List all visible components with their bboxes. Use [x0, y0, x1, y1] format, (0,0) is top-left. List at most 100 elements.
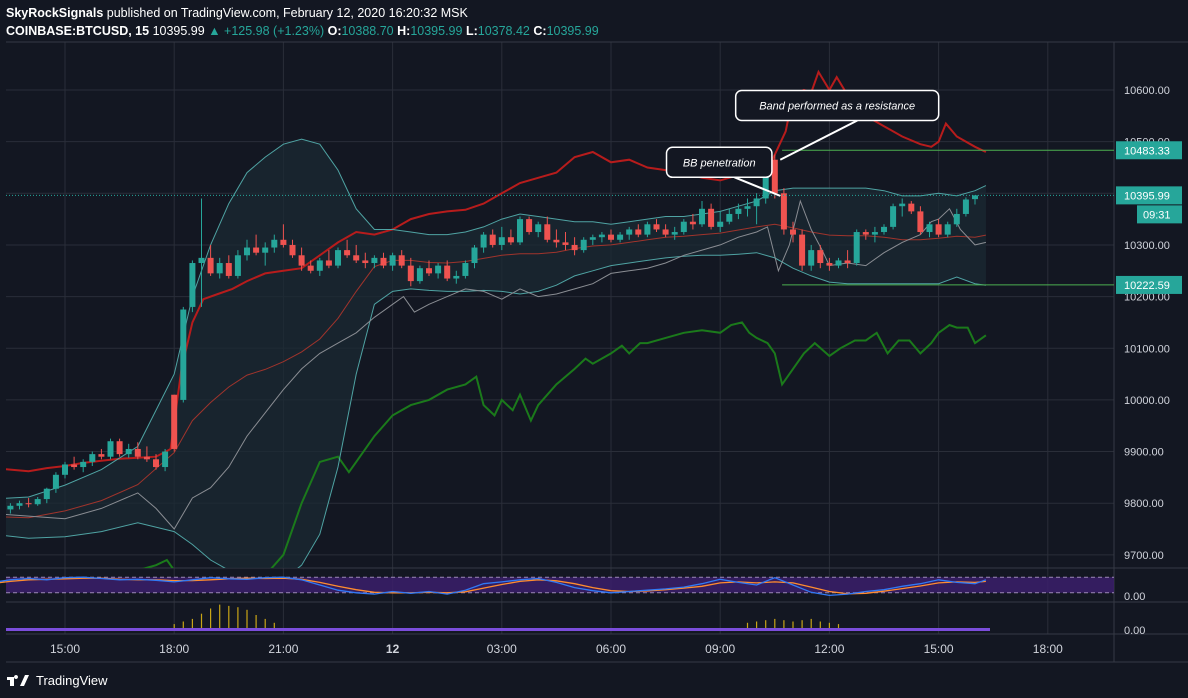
candle-up	[881, 224, 887, 235]
candle-body	[480, 234, 487, 248]
candle-down	[662, 224, 669, 238]
candle-down	[325, 250, 332, 269]
candle-up	[16, 500, 23, 510]
candle-body	[717, 221, 724, 227]
candle-down	[407, 257, 414, 287]
candle-body	[262, 247, 269, 253]
y-tick-label: 10200.00	[1124, 292, 1170, 304]
price-marker-label: 10395.99	[1124, 190, 1170, 202]
candle-body	[635, 229, 642, 235]
countdown-label: 09:31	[1143, 209, 1171, 221]
candle-down	[790, 221, 796, 243]
high-label: H:	[397, 24, 411, 38]
candle-body	[598, 234, 605, 238]
symbol-label[interactable]: COINBASE:BTCUSD, 15	[6, 24, 150, 38]
candle-body	[162, 451, 169, 468]
y-tick-label: 10100.00	[1124, 343, 1170, 355]
candle-up	[580, 237, 587, 253]
candle-body	[689, 221, 696, 225]
candle-body	[362, 260, 369, 264]
volume-baseline	[6, 628, 990, 631]
candle-body	[617, 234, 624, 240]
candle-down	[708, 203, 715, 230]
candle-body	[0, 509, 4, 519]
candle-down	[289, 239, 296, 258]
tradingview-footer[interactable]: TradingView	[6, 670, 108, 690]
candle-body	[471, 247, 478, 264]
candle-up	[617, 232, 624, 243]
y-tick-label: 9700.00	[1124, 550, 1164, 562]
candle-down	[207, 244, 214, 276]
candle-body	[207, 257, 214, 274]
candle-body	[216, 263, 223, 274]
plot-area	[0, 69, 987, 568]
candle-body	[344, 250, 351, 256]
candle-body	[325, 260, 332, 266]
candle-body	[25, 503, 32, 505]
candle-down	[116, 438, 123, 457]
candle-body	[507, 237, 514, 243]
candle-body	[753, 198, 760, 207]
price-marker-box	[1116, 186, 1182, 205]
footer-brand: TradingView	[36, 672, 108, 688]
candle-body	[544, 224, 551, 240]
candle-down	[143, 446, 150, 462]
candle-up	[744, 198, 751, 217]
candle-body	[316, 260, 323, 271]
candle-body	[744, 206, 751, 209]
candle-body	[198, 257, 205, 264]
series-line-lower-envelope	[142, 321, 987, 568]
candle-down	[71, 456, 78, 470]
candle-down	[826, 257, 833, 271]
close-label: C:	[533, 24, 547, 38]
candle-body	[189, 263, 196, 307]
candle-body	[335, 250, 341, 266]
candle-body	[835, 260, 842, 266]
volume-axis-label: 0.00	[1124, 625, 1145, 637]
candle-up	[835, 257, 842, 269]
candle-down	[171, 394, 178, 452]
candle-body	[881, 226, 887, 233]
candle-up	[699, 201, 705, 227]
candle-down	[935, 219, 942, 238]
annotation-callout: BB penetration	[665, 146, 781, 197]
candle-up	[262, 242, 269, 266]
candle-body	[444, 265, 451, 279]
candle-down	[398, 250, 405, 269]
candle-down	[507, 229, 514, 245]
candle-up	[234, 250, 241, 279]
candle-body	[890, 206, 897, 227]
candle-body	[407, 265, 414, 282]
candle-body	[7, 505, 14, 510]
candle-up	[899, 198, 906, 217]
candle-body	[371, 257, 378, 264]
candle-up	[162, 448, 169, 472]
candle-body	[708, 208, 715, 227]
candle-up	[189, 260, 196, 313]
candle-up	[535, 221, 542, 238]
candle-body	[34, 499, 41, 505]
author-name[interactable]: SkyRockSignals	[6, 6, 104, 20]
countdown-box	[1137, 205, 1182, 224]
close-value: 10395.99	[546, 24, 599, 38]
candle-up	[726, 208, 733, 225]
annotation-pointer	[779, 119, 858, 161]
candle-body	[808, 250, 815, 266]
candle-up	[180, 306, 187, 403]
candle-body	[671, 232, 678, 235]
candle-down	[426, 260, 432, 276]
candle-body	[234, 255, 241, 276]
candle-body	[462, 263, 469, 276]
series-line-gray-line	[6, 199, 987, 530]
candle-up	[244, 239, 250, 261]
candle-body	[735, 208, 742, 214]
candle-body	[953, 213, 960, 225]
candle-body	[844, 260, 851, 264]
candle-up	[926, 221, 933, 238]
candle-body	[298, 255, 305, 266]
annotation-text: BB penetration	[683, 157, 756, 169]
candle-down	[862, 229, 869, 240]
series-line-bb-upper	[6, 138, 987, 499]
candle-up	[972, 195, 978, 205]
